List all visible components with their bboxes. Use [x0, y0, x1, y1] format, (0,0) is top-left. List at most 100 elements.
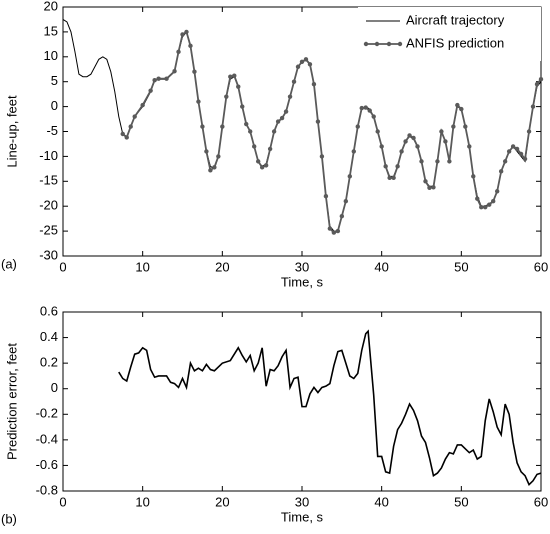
data-point — [522, 156, 528, 162]
x-tick-label: 0 — [59, 259, 66, 274]
data-point — [283, 109, 289, 114]
y-tick-label: 5 — [51, 73, 58, 88]
data-point — [355, 124, 360, 129]
data-point — [200, 124, 205, 129]
data-point — [443, 139, 448, 144]
data-point — [502, 159, 508, 164]
data-point — [491, 199, 496, 204]
panel-label: (b) — [1, 511, 17, 526]
data-point — [240, 104, 245, 109]
data-point — [156, 76, 161, 81]
data-point — [315, 119, 321, 124]
x-axis-label: Time, s — [281, 274, 324, 289]
data-point — [534, 81, 540, 87]
x-tick-label: 60 — [534, 494, 548, 509]
data-point — [271, 129, 277, 134]
data-point — [164, 76, 169, 81]
data-point — [184, 29, 189, 35]
data-point — [526, 129, 532, 134]
legend-marker — [363, 41, 369, 47]
data-point — [435, 159, 440, 164]
data-point — [455, 102, 460, 108]
data-point — [415, 144, 420, 149]
data-point — [339, 213, 345, 219]
x-tick-label: 10 — [135, 494, 149, 509]
data-point — [204, 149, 209, 154]
data-point — [467, 144, 472, 149]
y-tick-label: 0.2 — [40, 355, 58, 370]
data-point — [383, 164, 388, 169]
data-point — [498, 169, 504, 174]
data-point — [299, 59, 305, 64]
x-tick-label: 60 — [534, 259, 548, 274]
data-point — [196, 99, 201, 104]
data-point — [287, 94, 293, 99]
x-tick-label: 20 — [215, 494, 229, 509]
data-point — [463, 124, 468, 129]
data-point — [212, 165, 217, 170]
data-point — [395, 164, 400, 169]
legend-marker — [386, 41, 392, 47]
data-point — [419, 159, 424, 164]
data-point — [371, 114, 376, 119]
data-point — [259, 165, 265, 170]
data-point — [359, 105, 364, 111]
y-tick-label: -10 — [39, 148, 58, 163]
data-point — [506, 149, 512, 154]
legend-marker — [374, 41, 380, 47]
data-point — [331, 230, 337, 235]
y-tick-label: -0.8 — [36, 482, 58, 497]
data-point — [367, 108, 372, 113]
data-point — [248, 129, 253, 134]
legend-marker — [397, 41, 403, 47]
data-point — [403, 139, 408, 144]
data-point — [216, 154, 221, 159]
data-point — [351, 149, 356, 154]
y-axis-label: Prediction error, feet — [4, 343, 19, 460]
series-line — [122, 30, 542, 234]
data-point — [447, 159, 452, 164]
data-point — [275, 119, 281, 124]
data-point — [411, 135, 416, 141]
data-point — [530, 104, 536, 109]
data-point — [232, 73, 237, 78]
x-tick-label: 50 — [454, 494, 468, 509]
legend-label: ANFIS prediction — [406, 35, 504, 50]
data-point — [510, 144, 516, 149]
data-point — [236, 84, 241, 89]
x-tick-label: 20 — [215, 259, 229, 274]
data-point — [263, 163, 269, 168]
y-axis-label: Line-up, feet — [4, 95, 19, 168]
data-point — [479, 204, 484, 210]
legend-label: Aircraft trajectory — [406, 12, 505, 27]
data-point — [475, 196, 480, 201]
y-tick-label: 0.6 — [40, 303, 58, 318]
data-point — [483, 204, 488, 210]
data-point — [192, 69, 197, 74]
data-point — [124, 135, 129, 140]
data-point — [363, 105, 368, 110]
data-point — [152, 78, 157, 83]
y-tick-label: -20 — [39, 198, 58, 213]
x-tick-label: 30 — [295, 259, 309, 274]
data-point — [375, 129, 380, 134]
y-tick-label: 0.4 — [40, 329, 58, 344]
data-point — [439, 129, 444, 134]
y-tick-label: -0.4 — [36, 431, 58, 446]
data-point — [188, 43, 193, 49]
data-point — [279, 115, 285, 121]
data-point — [128, 124, 133, 129]
data-point — [518, 151, 524, 157]
data-point — [431, 185, 436, 190]
data-point — [311, 81, 317, 87]
data-point — [120, 131, 125, 137]
y-tick-label: -30 — [39, 247, 58, 262]
data-point — [319, 154, 325, 159]
data-point — [267, 146, 273, 152]
data-point — [323, 194, 329, 199]
y-tick-label: -5 — [46, 123, 58, 138]
x-tick-label: 0 — [59, 494, 66, 509]
data-point — [451, 124, 456, 129]
y-tick-label: 0 — [51, 380, 58, 395]
